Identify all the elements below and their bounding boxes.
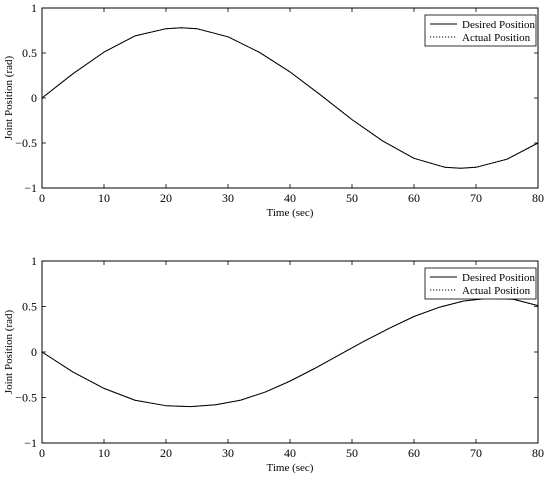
x-tick-label: 80: [532, 191, 544, 205]
chart-1: 0 10 20 30 40 50 60 70 80 −1 −0.5 0 0.5 1 Time (sec) Jo…: [3, 1, 544, 219]
x-tick-label: 10: [98, 446, 110, 460]
series-line-desired: [41, 297, 539, 408]
x-tick-label: 40: [284, 191, 296, 205]
y-tick-label: −0.5: [15, 391, 37, 405]
legend-label-desired: Desired Position: [462, 272, 536, 284]
x-tick-label: 30: [222, 446, 234, 460]
y-axis-label: Joint Position (rad): [3, 310, 15, 395]
series-line-desired: [41, 27, 539, 169]
x-tick-label: 80: [532, 446, 544, 460]
x-tick-label: 30: [222, 191, 234, 205]
series-line-actual: [41, 297, 539, 408]
y-tick-label: 0: [31, 91, 37, 105]
x-tick-label: 40: [284, 446, 296, 460]
y-tick-label: 1: [31, 254, 37, 268]
x-tick-label: 70: [470, 191, 482, 205]
x-tick-label: 50: [346, 446, 358, 460]
series-line-actual: [41, 27, 539, 169]
y-tick-label: 0.5: [22, 300, 37, 314]
legend-box: [424, 14, 537, 47]
y-tick-label: −1: [24, 181, 37, 195]
x-tick-label: 10: [98, 191, 110, 205]
x-tick-label: 20: [160, 446, 172, 460]
x-tick-label: 70: [470, 446, 482, 460]
x-tick-label: 60: [408, 191, 420, 205]
y-tick-label: 0.5: [22, 46, 37, 60]
chart-2: 0 10 20 30 40 50 60 70 80 −1 −0.5 0 0.5 1 Time (sec) Jo…: [3, 254, 544, 474]
x-tick-label: 50: [346, 191, 358, 205]
x-tick-label: 0: [39, 446, 45, 460]
x-tick-label: 20: [160, 191, 172, 205]
y-tick-label: −1: [24, 436, 37, 450]
legend-box: [424, 267, 537, 300]
y-tick-label: −0.5: [15, 136, 37, 150]
legend-label-desired: Desired Position: [462, 19, 536, 31]
x-axis-label: Time (sec): [267, 462, 314, 474]
y-tick-label: 1: [31, 1, 37, 15]
x-tick-label: 0: [39, 191, 45, 205]
y-tick-label: 0: [31, 345, 37, 359]
y-axis-label: Joint Position (rad): [3, 56, 15, 141]
legend-label-actual: Actual Position: [462, 285, 531, 297]
x-tick-label: 60: [408, 446, 420, 460]
x-axis-label: Time (sec): [267, 207, 314, 219]
legend-label-actual: Actual Position: [462, 32, 531, 44]
